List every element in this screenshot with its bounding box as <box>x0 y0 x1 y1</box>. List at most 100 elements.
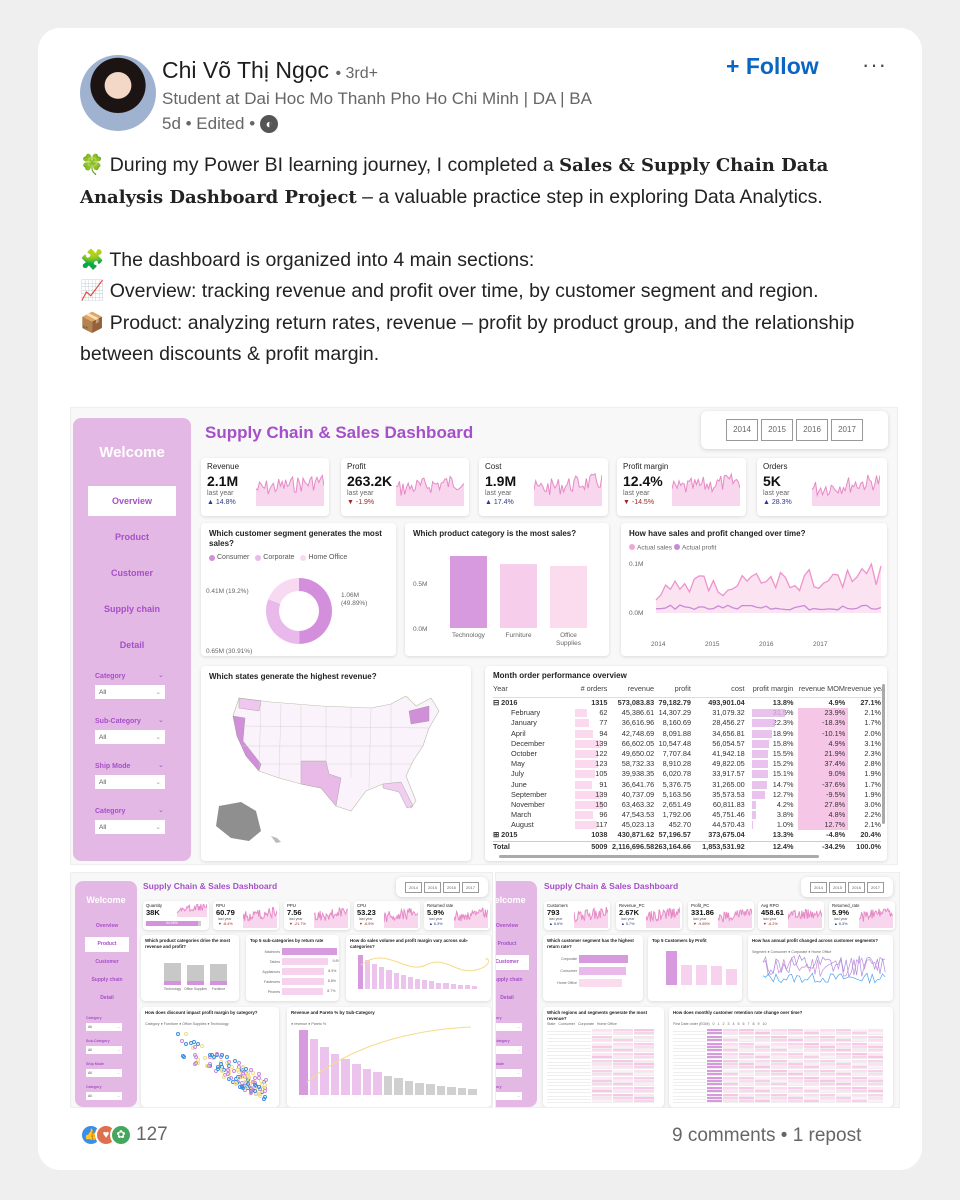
scatter-point <box>245 1077 250 1082</box>
table-cell <box>771 1073 787 1077</box>
donut-slice-home-office <box>268 578 299 604</box>
nav-item-overview[interactable]: Overview <box>495 923 519 929</box>
sparkline <box>646 907 680 928</box>
scatter-point <box>253 1088 258 1093</box>
year-button-2014[interactable]: 2014 <box>726 419 758 441</box>
scatter-point <box>253 1083 258 1088</box>
bar <box>457 984 463 989</box>
nav-item-customer[interactable]: Customer <box>110 568 153 578</box>
comments-reposts-link[interactable]: 9 comments • 1 repost <box>672 1125 862 1146</box>
kpi-last-year-label: last year <box>549 917 563 921</box>
bar <box>394 1078 403 1095</box>
nav-item-detail[interactable]: Detail <box>100 995 114 1001</box>
table-cell <box>673 1056 707 1060</box>
table-cell <box>867 1083 884 1087</box>
table-cell <box>673 1032 707 1036</box>
filter-select[interactable]: All⌄ <box>95 730 165 744</box>
table-cell <box>634 1059 654 1063</box>
table-row <box>673 1097 884 1100</box>
dashboard-image-product[interactable]: Welcome Overview Product Customer Supply cha… <box>70 872 493 1108</box>
nav-item-product[interactable]: Product <box>85 937 129 952</box>
nav-item-customer[interactable]: Customer <box>95 959 119 965</box>
year-button-2015[interactable]: 2015 <box>761 419 793 441</box>
cell---orders: 105 <box>595 769 608 779</box>
table-cell <box>771 1056 787 1060</box>
chevron-down-icon[interactable]: ⌄ <box>158 672 164 679</box>
legend-label: Consumer <box>217 554 250 561</box>
bar <box>436 982 442 989</box>
post-text-span: During my Power BI learning journey, I c… <box>104 154 560 176</box>
table-cell <box>755 1046 771 1049</box>
chevron-down-icon[interactable]: ⌄ <box>158 807 164 814</box>
year-button-2014[interactable]: 2014 <box>810 881 827 893</box>
dashboard-image-overview[interactable]: Welcome Overview Product Customer Supply ch… <box>70 407 898 865</box>
year-button-2014[interactable]: 2014 <box>405 881 422 893</box>
table-cell <box>707 1039 723 1043</box>
filter-select[interactable]: All⌄ <box>95 820 165 834</box>
year-button-2016[interactable]: 2016 <box>848 881 865 893</box>
table-cell <box>787 1097 803 1100</box>
reactions-summary[interactable]: 👍 ♥ ✿ 127 <box>80 1124 168 1146</box>
more-options-icon[interactable]: ··· <box>862 52 887 77</box>
nav-item-supply-chain[interactable]: Supply chain <box>495 977 523 983</box>
dashboard-image-customer[interactable]: Welcome Overview Product Customer Supply cha… <box>495 872 900 1108</box>
follow-button[interactable]: + Follow <box>726 53 819 79</box>
year-button-2017[interactable]: 2017 <box>867 881 884 893</box>
filter-select[interactable]: All⌄ <box>496 1023 522 1031</box>
table-cell <box>547 1090 591 1094</box>
table-cell <box>819 1097 835 1100</box>
filter-select[interactable]: All⌄ <box>496 1069 522 1077</box>
filter-select[interactable]: All⌄ <box>95 685 165 699</box>
table-cell <box>771 1052 787 1056</box>
filter-select[interactable]: All⌄ <box>86 1092 122 1100</box>
legend-dot-icon <box>209 554 215 561</box>
year-button-2016[interactable]: 2016 <box>443 881 460 893</box>
reactions-count: 127 <box>136 1124 168 1145</box>
chevron-down-icon: ⌄ <box>517 1071 520 1075</box>
table-cell <box>755 1076 771 1080</box>
nav-item-customer[interactable]: Customer <box>496 955 529 970</box>
year-button-2017[interactable]: 2017 <box>462 881 479 893</box>
filter-select[interactable]: All⌄ <box>86 1023 122 1031</box>
filter-select[interactable]: All⌄ <box>95 775 165 789</box>
chevron-down-icon[interactable]: ⌄ <box>158 717 164 724</box>
table-cell <box>851 1042 867 1046</box>
post-paragraph: 📈 Overview: tracking revenue and profit … <box>80 280 819 302</box>
nav-item-product[interactable]: Product <box>114 532 149 542</box>
filter-select[interactable]: All⌄ <box>496 1092 522 1100</box>
nav-item-detail[interactable]: Detail <box>119 640 145 650</box>
filter-select[interactable]: All⌄ <box>496 1046 522 1054</box>
chevron-down-icon[interactable]: ⌄ <box>158 762 164 769</box>
table-cell <box>803 1069 819 1073</box>
table-cell <box>707 1049 723 1053</box>
sparkline <box>534 472 602 506</box>
horizontal-scrollbar[interactable] <box>499 855 819 858</box>
chart-title: Which product category is the most sales… <box>413 529 577 538</box>
vertical-scrollbar[interactable] <box>882 684 885 824</box>
year-button-2015[interactable]: 2015 <box>424 881 441 893</box>
filter-select[interactable]: All⌄ <box>86 1046 122 1054</box>
nav-item-detail[interactable]: Detail <box>500 995 514 1001</box>
year-button-2015[interactable]: 2015 <box>829 881 846 893</box>
donut-chart: 1.06M(49.89%)1.06M (49.89%)0.65M (30.91%… <box>206 578 367 655</box>
table-cell <box>787 1049 803 1053</box>
nav-item-overview[interactable]: Overview <box>95 923 119 929</box>
us-map[interactable] <box>201 666 471 861</box>
author-name-text[interactable]: Chi Võ Thị Ngọc <box>162 57 330 83</box>
cell---orders: 91 <box>599 779 608 789</box>
nav-item-supply-chain[interactable]: Supply chain <box>91 977 123 983</box>
table-cell <box>819 1056 835 1060</box>
filter-select[interactable]: All⌄ <box>86 1069 122 1077</box>
year-button-2016[interactable]: 2016 <box>796 419 828 441</box>
nav-item-overview[interactable]: Overview <box>88 486 176 516</box>
scatter-point <box>228 1076 233 1081</box>
filter-label: Category <box>495 1085 502 1089</box>
table-cell <box>634 1052 654 1056</box>
nav-item-supply-chain[interactable]: Supply chain <box>103 604 160 614</box>
year-button-2017[interactable]: 2017 <box>831 419 863 441</box>
bar-label: Appliances <box>262 970 280 974</box>
author-avatar[interactable] <box>80 55 156 131</box>
scatter-point <box>233 1081 238 1086</box>
nav-item-product[interactable]: Product <box>497 941 517 947</box>
author-name[interactable]: Chi Võ Thị Ngọc • 3rd+ <box>162 57 378 84</box>
